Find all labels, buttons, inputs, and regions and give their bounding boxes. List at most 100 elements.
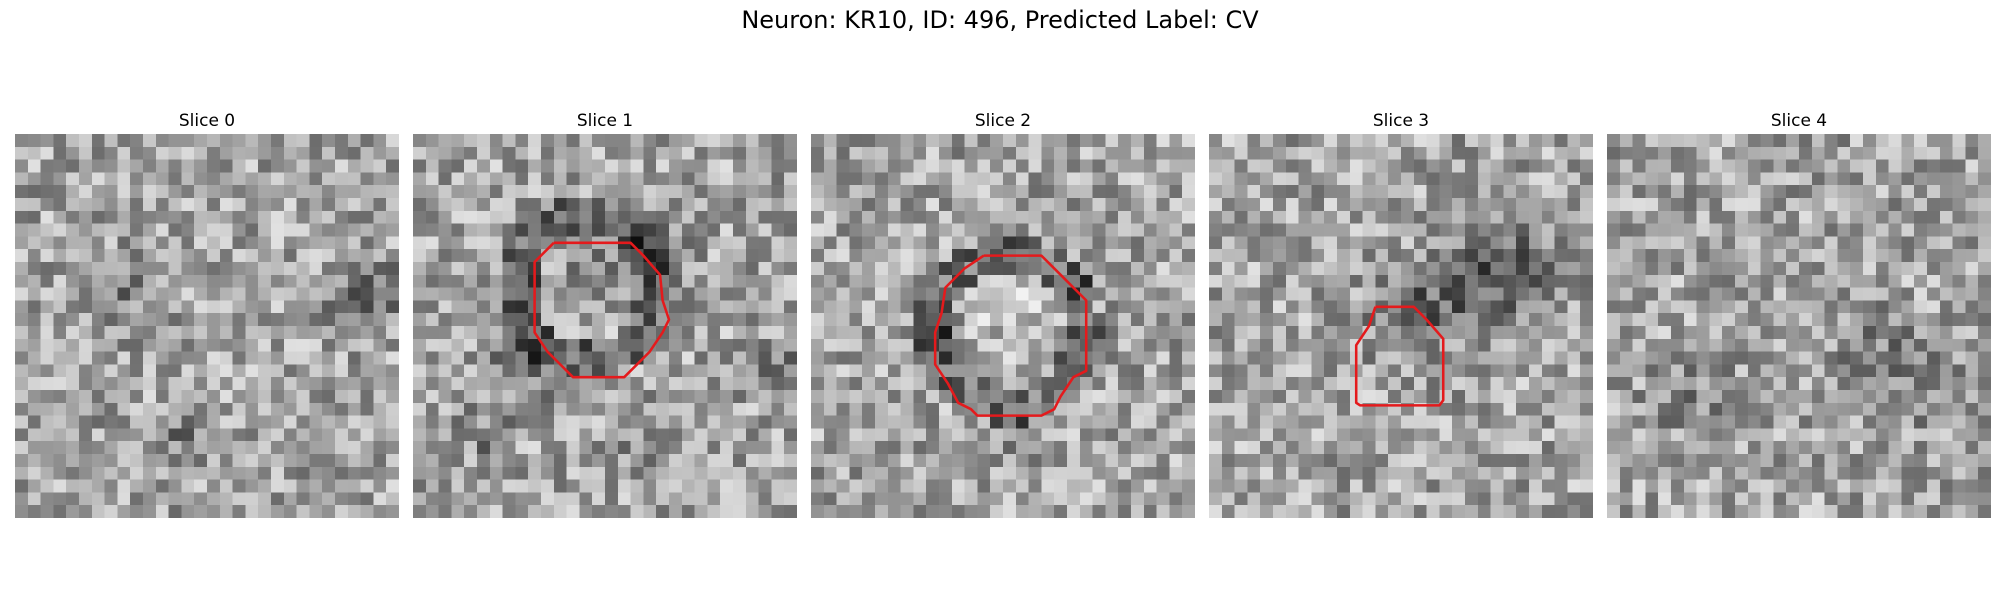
pixel [1105, 326, 1119, 340]
pixel [1273, 479, 1287, 493]
pixel [694, 287, 708, 301]
pixel [1516, 287, 1530, 301]
pixel [489, 479, 503, 493]
pixel [1285, 185, 1299, 199]
pixel [771, 287, 785, 301]
pixel [1465, 300, 1479, 314]
pixel [811, 236, 825, 250]
pixel [1747, 300, 1761, 314]
pixel [296, 185, 310, 199]
pixel [1837, 492, 1851, 506]
pixel [168, 466, 182, 480]
pixel [104, 300, 118, 314]
pixel [977, 236, 991, 250]
pixel [1477, 159, 1491, 173]
pixel [1722, 146, 1736, 160]
pixel [733, 390, 747, 404]
pixel [1952, 134, 1966, 148]
pixel [1607, 441, 1621, 455]
pixel [66, 492, 80, 506]
pixel [1671, 402, 1685, 416]
pixel [1311, 249, 1325, 263]
pixel [669, 466, 683, 480]
pixel [1375, 134, 1389, 148]
pixel [464, 223, 478, 237]
pixel [283, 377, 297, 391]
pixel [1156, 262, 1170, 276]
pixel [964, 172, 978, 186]
pixel [360, 428, 374, 442]
pixel [413, 146, 427, 160]
pixel [1465, 479, 1479, 493]
pixel [1619, 454, 1633, 468]
pixel [1401, 390, 1415, 404]
pixel [1773, 300, 1787, 314]
pixel [1169, 185, 1183, 199]
pixel [1465, 466, 1479, 480]
pixel [643, 390, 657, 404]
pixel [1221, 185, 1235, 199]
pixel [489, 198, 503, 212]
pixel [720, 338, 734, 352]
pixel [1118, 390, 1132, 404]
pixel [309, 198, 323, 212]
pixel [232, 262, 246, 276]
pixel [219, 428, 233, 442]
pixel [1683, 338, 1697, 352]
pixel [643, 492, 657, 506]
pixel [477, 505, 491, 518]
pixel [1273, 466, 1287, 480]
pixel [1529, 185, 1543, 199]
pixel [296, 159, 310, 173]
pixel [360, 441, 374, 455]
pixel [579, 441, 593, 455]
pixel [1658, 236, 1672, 250]
pixel [15, 198, 29, 212]
pixel [656, 236, 670, 250]
pixel [1735, 428, 1749, 442]
pixel [1477, 364, 1491, 378]
pixel [1349, 326, 1363, 340]
pixel [515, 505, 529, 518]
pixel [464, 146, 478, 160]
pixel [1465, 313, 1479, 327]
pixel [1285, 454, 1299, 468]
pixel [707, 300, 721, 314]
pixel [155, 210, 169, 224]
pixel [681, 492, 695, 506]
pixel [1054, 492, 1068, 506]
pixel [887, 441, 901, 455]
pixel [1477, 249, 1491, 263]
pixel [1965, 466, 1979, 480]
pixel [630, 326, 644, 340]
pixel [1260, 415, 1274, 429]
pixel [130, 223, 144, 237]
pixel [502, 415, 516, 429]
pixel [887, 274, 901, 288]
pixel [168, 492, 182, 506]
pixel [1105, 172, 1119, 186]
pixel [1182, 300, 1195, 314]
pixel [887, 287, 901, 301]
pixel [143, 249, 157, 263]
pixel [1850, 466, 1864, 480]
pixel [1735, 351, 1749, 365]
pixel [515, 402, 529, 416]
pixel [1837, 236, 1851, 250]
pixel [40, 479, 54, 493]
pixel [438, 364, 452, 378]
pixel [322, 313, 336, 327]
pixel [1324, 390, 1338, 404]
pixel [477, 300, 491, 314]
pixel [951, 390, 965, 404]
pixel [1824, 198, 1838, 212]
pixel [1529, 287, 1543, 301]
pixel [1837, 466, 1851, 480]
pixel [1221, 313, 1235, 327]
pixel [1092, 338, 1106, 352]
pixel [1658, 313, 1672, 327]
pixel [643, 351, 657, 365]
pixel [1645, 505, 1659, 518]
pixel [656, 505, 670, 518]
pixel [1298, 146, 1312, 160]
